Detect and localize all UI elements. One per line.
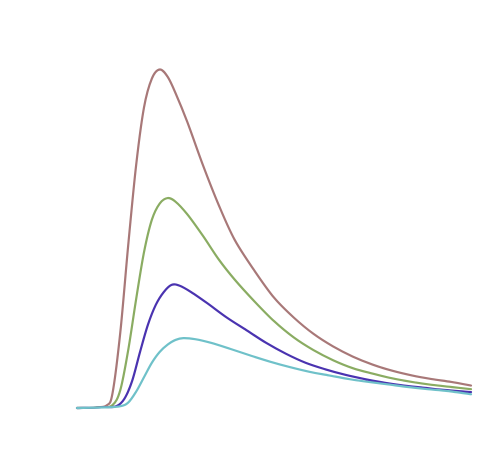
series-line-3	[75, 283, 473, 410]
series-line-4	[75, 337, 473, 410]
series-line-2	[75, 196, 473, 410]
series-line-1	[75, 68, 473, 410]
plot-area	[75, 68, 473, 410]
